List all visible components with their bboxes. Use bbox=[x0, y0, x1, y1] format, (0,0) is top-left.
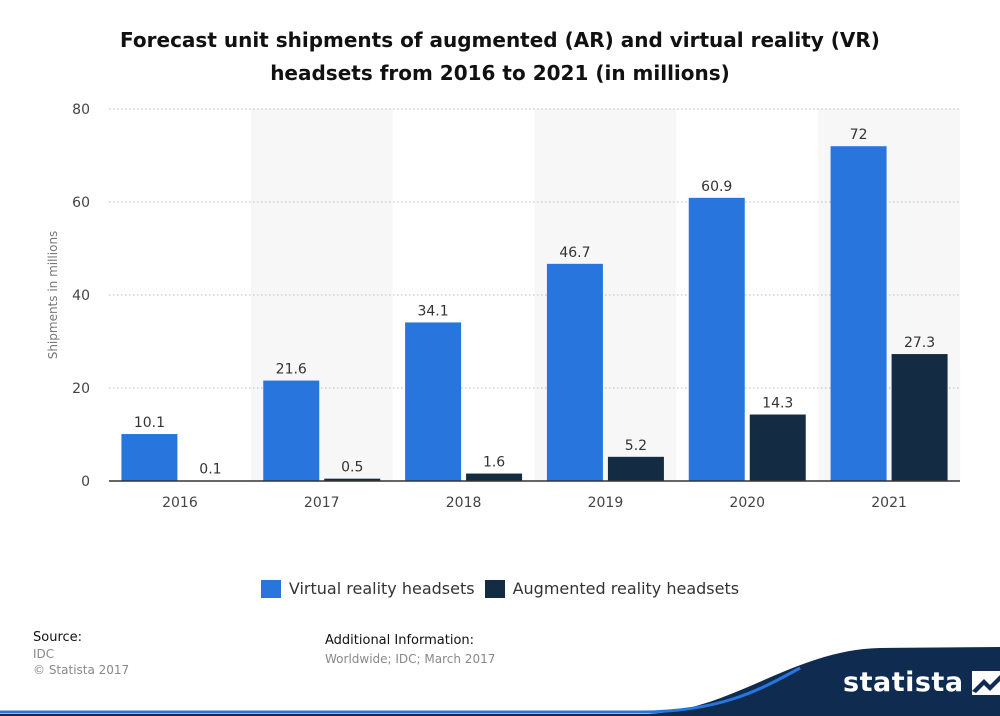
value-label-ar-2018: 1.6 bbox=[483, 455, 505, 471]
x-tick-labels: 2016 2017 2018 2019 2020 2021 bbox=[162, 495, 907, 511]
y-tick-label-20: 20 bbox=[72, 381, 90, 397]
x-tick-label-2018: 2018 bbox=[446, 495, 482, 511]
bar-vr-2016 bbox=[121, 434, 178, 481]
gridlines bbox=[109, 108, 960, 389]
y-axis-title: Shipments in millions bbox=[46, 231, 60, 360]
bars bbox=[121, 146, 948, 482]
source-info: Source: IDC © Statista 2017 bbox=[33, 630, 129, 678]
bar-ar-2019 bbox=[607, 456, 664, 481]
source-heading: Source: bbox=[33, 630, 83, 645]
y-tick-labels: 0 20 40 60 80 bbox=[72, 102, 90, 490]
bar-ar-2020 bbox=[749, 414, 806, 481]
value-label-ar-2020: 14.3 bbox=[762, 396, 793, 412]
bar-vr-2019 bbox=[546, 263, 603, 481]
value-label-vr-2020: 60.9 bbox=[701, 179, 732, 195]
additional-info: Additional Information: Worldwide; IDC; … bbox=[325, 632, 495, 668]
value-label-vr-2018: 34.1 bbox=[417, 303, 448, 319]
value-label-vr-2017: 21.6 bbox=[276, 362, 307, 378]
bar-vr-2017 bbox=[263, 380, 320, 481]
x-tick-label-2020: 2020 bbox=[729, 495, 765, 511]
x-tick-label-2019: 2019 bbox=[588, 495, 624, 511]
value-label-vr-2019: 46.7 bbox=[559, 245, 590, 261]
bar-vr-2021 bbox=[830, 146, 887, 481]
bar-vr-2018 bbox=[405, 322, 462, 481]
legend-swatch-vr bbox=[260, 579, 281, 598]
chart-title: Forecast unit shipments of augmented (AR… bbox=[120, 28, 880, 85]
bar-ar-2017 bbox=[324, 478, 381, 481]
additional-text: Worldwide; IDC; March 2017 bbox=[325, 652, 496, 666]
legend-label-vr: Virtual reality headsets bbox=[288, 579, 475, 598]
statista-logo[interactable]: statista bbox=[843, 667, 1000, 698]
x-tick-label-2021: 2021 bbox=[871, 495, 907, 511]
source-name: IDC bbox=[33, 647, 55, 661]
y-tick-label-80: 80 bbox=[72, 102, 90, 118]
bar-vr-2020 bbox=[688, 197, 745, 481]
bar-ar-2018 bbox=[466, 473, 523, 481]
x-tick-label-2016: 2016 bbox=[162, 495, 198, 511]
value-labels: 10.1 0.1 21.6 0.5 34.1 1.6 46.7 5.2 60.9 14.3 72 27… bbox=[134, 127, 935, 477]
x-tick-label-2017: 2017 bbox=[304, 495, 340, 511]
legend-swatch-ar bbox=[484, 579, 505, 598]
value-label-ar-2016: 0.1 bbox=[199, 462, 221, 478]
copyright: © Statista 2017 bbox=[33, 663, 130, 677]
bar-ar-2021 bbox=[891, 354, 948, 481]
statista-logo-mark-icon bbox=[971, 670, 1000, 695]
legend-item-ar[interactable]: Augmented reality headsets bbox=[484, 579, 740, 598]
additional-heading: Additional Information: bbox=[325, 633, 475, 648]
y-tick-label-60: 60 bbox=[72, 195, 90, 211]
legend-item-vr[interactable]: Virtual reality headsets bbox=[260, 579, 475, 598]
legend: Virtual reality headsets Augmented reali… bbox=[0, 579, 1000, 598]
value-label-vr-2021: 72 bbox=[850, 127, 868, 143]
value-label-ar-2019: 5.2 bbox=[625, 438, 647, 454]
y-tick-label-40: 40 bbox=[72, 288, 90, 304]
value-label-vr-2016: 10.1 bbox=[134, 415, 165, 431]
value-label-ar-2021: 27.3 bbox=[904, 335, 935, 351]
statista-wordmark: statista bbox=[843, 667, 964, 698]
y-tick-label-0: 0 bbox=[81, 474, 90, 490]
value-label-ar-2017: 0.5 bbox=[341, 460, 363, 476]
legend-label-ar: Augmented reality headsets bbox=[512, 579, 740, 598]
